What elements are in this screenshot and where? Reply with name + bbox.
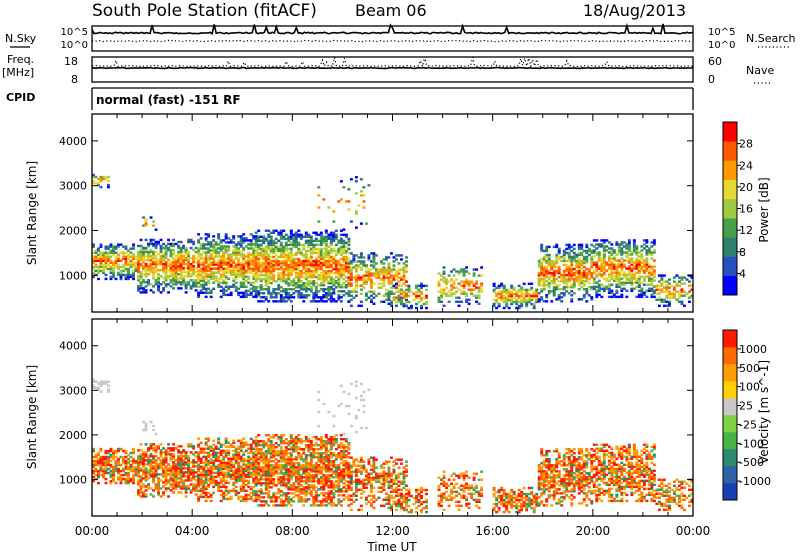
- velocity-colorbar-tick: 1000: [739, 343, 767, 356]
- cpid-label: CPID: [6, 91, 35, 104]
- nsearch-tick-bottom: 10^0: [708, 40, 735, 51]
- freq-unit-label: [MHz]: [2, 66, 34, 79]
- y-tick-label: 2000: [59, 429, 87, 442]
- velocity-colorbar-swatch: [723, 483, 737, 501]
- power-colorbar-tick: 20: [739, 181, 753, 194]
- velocity-colorbar: 1000 500 100 25 -25 -100 -500 -1000: [722, 329, 771, 501]
- y-tick-label: 3000: [59, 180, 87, 193]
- nave-tick-bottom: 0: [708, 73, 715, 86]
- velocity-colorbar-tick: -1000: [739, 475, 771, 488]
- freq-trace: [91, 66, 694, 70]
- nsky-label: N.Sky: [5, 32, 37, 45]
- velocity-colorbar-swatch: [723, 364, 737, 382]
- power-colorbar: 28 24 20 16 12 8 4: [722, 121, 753, 296]
- y-tick-label: 2000: [59, 224, 87, 237]
- velocity-colorbar-tick: -100: [739, 437, 764, 450]
- freq-strip: [91, 55, 694, 83]
- power-colorbar-tick: 12: [739, 224, 753, 237]
- x-tick-label: 20:00: [576, 524, 611, 538]
- freq-tick-bottom: 8: [71, 73, 78, 86]
- nsky-tick-top: 10^5: [61, 27, 88, 38]
- power-colorbar-swatch: [723, 256, 737, 277]
- velocity-colorbar-label: Velocity [m s^-1]: [757, 360, 771, 464]
- velocity-panel: 1000 2000 3000 4000: [59, 318, 694, 517]
- power-colorbar-swatch: [723, 275, 737, 296]
- freq-tick-top: 18: [64, 55, 78, 68]
- x-tick-label: 12:00: [375, 524, 410, 538]
- velocity-colorbar-swatch: [723, 432, 737, 450]
- y-tick-label: 1000: [59, 269, 87, 282]
- beam-title: Beam 06: [355, 1, 427, 20]
- x-axis-label: Time UT: [366, 540, 417, 554]
- power-colorbar-tick: 16: [739, 203, 753, 216]
- power-colorbar-swatch: [723, 218, 737, 238]
- velocity-ylabel: Slant Range [km]: [25, 365, 39, 469]
- power-colorbar-swatch: [723, 122, 737, 142]
- power-colorbar-swatch: [723, 237, 737, 257]
- nsearch-label: N.Search: [746, 32, 796, 45]
- velocity-colorbar-tick: 25: [739, 400, 753, 413]
- power-panel: 1000 2000 3000 4000: [59, 113, 694, 313]
- x-tick-label: 16:00: [475, 524, 510, 538]
- y-tick-label: 4000: [59, 340, 87, 353]
- power-colorbar-swatch: [723, 198, 737, 219]
- velocity-colorbar-swatch: [723, 449, 737, 467]
- station-title: South Pole Station (fitACF): [92, 1, 317, 21]
- velocity-colorbar-swatch: [723, 347, 737, 365]
- nave-trace: [91, 55, 694, 69]
- power-colorbar-label: Power [dB]: [757, 177, 771, 242]
- nave-label: Nave: [746, 64, 774, 77]
- power-colorbar-swatch: [723, 179, 737, 200]
- nsearch-tick-top: 10^5: [708, 27, 735, 38]
- velocity-colorbar-swatch: [723, 381, 737, 399]
- power-colorbar-tick: 28: [739, 138, 753, 151]
- y-tick-label: 4000: [59, 135, 87, 148]
- date-title: 18/Aug/2013: [583, 1, 686, 20]
- freq-label: Freq.: [7, 53, 34, 66]
- power-ylabel: Slant Range [km]: [25, 161, 39, 265]
- y-tick-label: 3000: [59, 384, 87, 397]
- velocity-colorbar-swatch: [723, 466, 737, 484]
- nsky-strip: [91, 22, 694, 52]
- x-tick-label: 04:00: [175, 524, 210, 538]
- velocity-colorbar-tick: 500: [739, 362, 760, 375]
- velocity-colorbar-swatch: [723, 330, 737, 348]
- nsearch-trace: [91, 39, 693, 43]
- power-colorbar-tick: 8: [739, 246, 746, 259]
- nave-tick-top: 60: [708, 55, 722, 68]
- velocity-colorbar-tick: 100: [739, 381, 760, 394]
- power-colorbar-tick: 24: [739, 159, 753, 172]
- cpid-program: normal (fast) -151 RF: [96, 93, 241, 107]
- y-tick-label: 1000: [59, 473, 87, 486]
- power-colorbar-swatch: [723, 160, 737, 180]
- x-tick-label: 08:00: [275, 524, 310, 538]
- x-tick-label: 00:00: [75, 524, 110, 538]
- power-colorbar-swatch: [723, 141, 737, 161]
- nsky-trace: [91, 22, 694, 36]
- velocity-colorbar-swatch: [723, 398, 737, 416]
- velocity-colorbar-tick: -25: [739, 418, 757, 431]
- x-tick-label: 00:00: [676, 524, 711, 538]
- velocity-colorbar-swatch: [723, 415, 737, 433]
- nsky-tick-bottom: 10^0: [61, 40, 88, 51]
- velocity-colorbar-tick: -500: [739, 456, 764, 469]
- power-colorbar-tick: 4: [739, 267, 746, 280]
